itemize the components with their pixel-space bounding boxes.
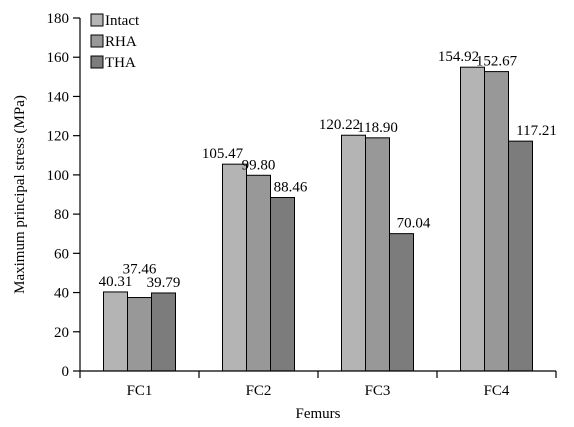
bar-intact-fc2 [222, 163, 247, 372]
legend-label-rha: RHA [105, 34, 137, 50]
legend-swatch-rha [90, 34, 104, 48]
bar-rha-fc1 [127, 297, 152, 372]
data-label-tha-fc3: 70.04 [397, 216, 431, 232]
data-label-intact-fc3: 120.22 [319, 117, 360, 133]
x-tick-label-fc1: FC1 [127, 383, 153, 399]
bar-intact-fc3 [341, 134, 366, 372]
bar-tha-fc1 [151, 292, 176, 372]
y-tick-label-160: 160 [47, 50, 70, 66]
bar-rha-fc3 [365, 137, 390, 372]
x-axis-title: Femurs [296, 406, 341, 422]
data-label-intact-fc1: 40.31 [99, 274, 133, 290]
y-axis-title: Maximum principal stress (MPa) [12, 95, 28, 294]
bar-tha-fc4 [508, 140, 533, 372]
data-label-tha-fc1: 39.79 [147, 275, 181, 291]
axes-layer: 0 20 40 60 80 100 120 140 160 180 FC1 FC2 FC3 FC4 [47, 11, 557, 399]
data-label-tha-fc2: 88.46 [274, 180, 308, 196]
legend-label-intact: Intact [105, 13, 140, 29]
legend: Intact RHA THA [90, 13, 140, 71]
bar-tha-fc2 [270, 197, 295, 372]
y-tick-label-180: 180 [47, 11, 70, 27]
bar-intact-fc4 [460, 66, 485, 372]
bars-layer [103, 66, 533, 372]
y-tick-label-20: 20 [54, 325, 69, 341]
bar-intact-fc1 [103, 291, 128, 372]
y-tick-label-80: 80 [54, 207, 69, 223]
x-tick-label-fc2: FC2 [246, 383, 272, 399]
data-label-intact-fc2: 105.47 [202, 146, 244, 162]
data-label-rha-fc1: 37.46 [123, 262, 157, 278]
y-tick-label-60: 60 [54, 246, 69, 262]
data-label-rha-fc4: 152.67 [476, 54, 518, 70]
y-tick-label-0: 0 [62, 364, 70, 380]
bar-tha-fc3 [389, 233, 414, 372]
data-label-tha-fc4: 117.21 [516, 123, 557, 139]
y-tick-label-40: 40 [54, 286, 69, 302]
y-tick-label-100: 100 [47, 168, 70, 184]
data-label-rha-fc2: 99.80 [242, 157, 276, 173]
y-tick-label-120: 120 [47, 129, 70, 145]
x-tick-label-fc3: FC3 [365, 383, 391, 399]
y-tick-label-140: 140 [47, 89, 70, 105]
data-label-intact-fc4: 154.92 [438, 49, 479, 65]
x-tick-label-fc4: FC4 [484, 383, 510, 399]
legend-swatch-tha [90, 55, 104, 69]
bar-rha-fc2 [246, 174, 271, 372]
bar-rha-fc4 [484, 71, 509, 372]
legend-swatch-intact [90, 13, 104, 27]
legend-label-tha: THA [105, 55, 136, 71]
data-label-rha-fc3: 118.90 [357, 120, 398, 136]
